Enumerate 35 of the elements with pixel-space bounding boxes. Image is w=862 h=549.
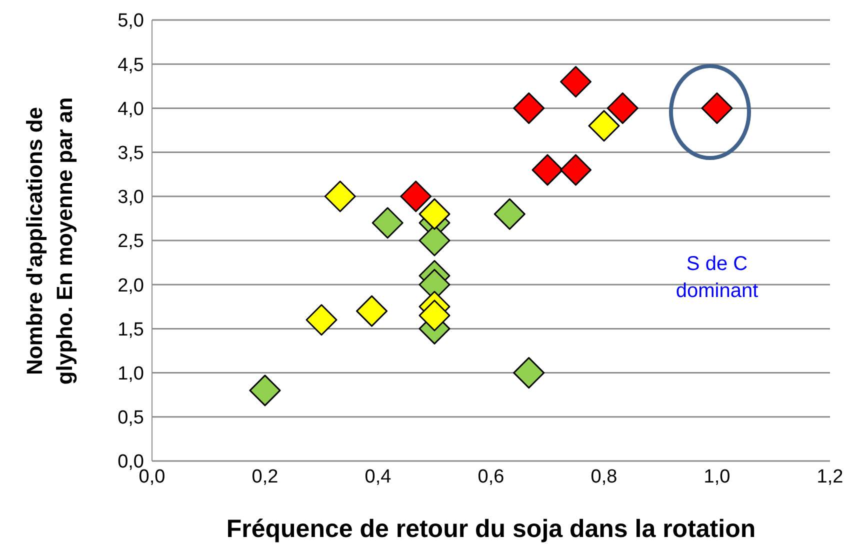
point <box>560 66 592 98</box>
point <box>372 207 404 239</box>
point <box>606 92 638 124</box>
y-tick-label: 4,0 <box>118 98 144 120</box>
point <box>324 180 356 212</box>
point <box>494 198 526 230</box>
x-axis-title: Fréquence de retour du soja dans la rotation <box>226 515 756 543</box>
y-tick-label: 4,5 <box>118 54 144 76</box>
point <box>513 92 545 124</box>
y-tick-label: 5,0 <box>118 10 144 32</box>
point <box>513 357 545 389</box>
point <box>356 295 388 327</box>
point <box>588 110 620 142</box>
x-tick-label: 1,0 <box>704 466 730 488</box>
y-tick-label: 1,5 <box>118 319 144 340</box>
y-tick-label: 0,5 <box>118 408 144 429</box>
point <box>418 198 450 230</box>
point <box>418 300 450 332</box>
y-tick-label: 2,5 <box>118 231 144 252</box>
point <box>560 154 592 186</box>
point <box>532 154 564 186</box>
x-tick-label: 1,2 <box>816 466 844 488</box>
point <box>306 304 338 336</box>
x-tick-label: 0,4 <box>364 466 392 488</box>
y-tick-label: 3,5 <box>118 143 144 164</box>
x-tick-label: 0,2 <box>252 466 278 488</box>
point <box>249 374 281 406</box>
y-tick-label: 1,0 <box>118 364 144 385</box>
y-axis-title: Nombre d'applications de glypho. En moyenne par an <box>21 96 78 386</box>
x-tick-label: 0,6 <box>478 466 504 488</box>
y-tick-label: 2,0 <box>118 275 144 296</box>
point <box>400 180 432 212</box>
annotation: S de C dominant <box>674 252 760 304</box>
x-tick-label: 0,8 <box>590 466 618 488</box>
y-tick-label: 3,0 <box>118 187 144 208</box>
